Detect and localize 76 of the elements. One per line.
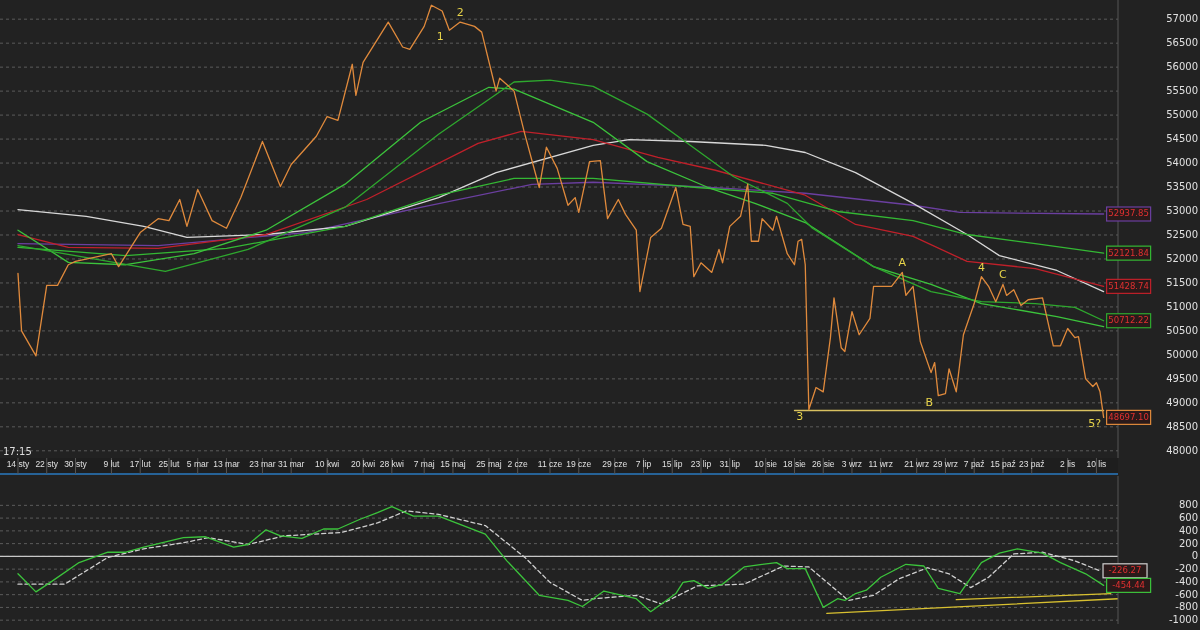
x-tick-label: 10 sie bbox=[754, 459, 778, 469]
x-tick-label: 23 lip bbox=[690, 459, 712, 469]
x-tick-label: 13 mar bbox=[213, 459, 240, 469]
x-tick-label: 15 paź bbox=[990, 459, 1016, 469]
data-label: -454.44 bbox=[1112, 579, 1146, 590]
x-tick-label: 23 paź bbox=[1018, 459, 1045, 469]
x-tick-label: 25 lut bbox=[158, 459, 180, 469]
annotation: C bbox=[999, 268, 1008, 282]
y-tick-label: 51500 bbox=[1166, 276, 1198, 288]
y-tick-label: 51000 bbox=[1166, 300, 1198, 312]
x-tick-label: 9 lut bbox=[103, 459, 121, 469]
y-tick-label: 200 bbox=[1178, 537, 1198, 549]
x-tick-label: 2 lis bbox=[1060, 459, 1076, 469]
y-tick-label: 400 bbox=[1178, 524, 1198, 536]
annotation: 2 bbox=[456, 6, 464, 20]
x-tick-label: 28 kwi bbox=[379, 459, 404, 469]
y-tick-label: 800 bbox=[1178, 499, 1198, 511]
annotation: 4 bbox=[977, 260, 985, 274]
y-tick-label: 53500 bbox=[1166, 181, 1198, 193]
x-tick-label: 15 lip bbox=[662, 459, 683, 469]
x-tick-label: 22 sty bbox=[35, 459, 59, 469]
x-tick-label: 11 cze bbox=[537, 459, 563, 469]
annotation: 3 bbox=[796, 409, 804, 423]
x-tick-label: 10 lis bbox=[1086, 459, 1107, 469]
annotation: 5? bbox=[1088, 417, 1102, 431]
y-tick-label: 49000 bbox=[1166, 396, 1198, 408]
annotation: 17:15 bbox=[3, 446, 32, 457]
x-tick-label: 19 cze bbox=[566, 459, 592, 469]
x-tick-label: 17 lut bbox=[129, 459, 152, 469]
data-label: -226.27 bbox=[1108, 565, 1142, 576]
y-tick-label: 52500 bbox=[1166, 228, 1198, 240]
y-tick-label: 0 bbox=[1191, 550, 1198, 562]
y-tick-label: 57000 bbox=[1166, 13, 1198, 25]
x-tick-label: 5 mar bbox=[186, 459, 209, 469]
x-tick-label: 29 wrz bbox=[932, 459, 958, 469]
x-tick-label: 15 maj bbox=[440, 459, 466, 469]
x-tick-label: 23 mar bbox=[249, 459, 276, 469]
y-tick-label: 53000 bbox=[1166, 205, 1198, 217]
y-tick-label: 48500 bbox=[1166, 420, 1198, 432]
annotation: 1 bbox=[436, 30, 444, 44]
x-tick-label: 26 sie bbox=[811, 459, 835, 469]
x-tick-label: 14 sty bbox=[6, 459, 31, 469]
x-tick-label: 25 maj bbox=[476, 459, 502, 469]
y-tick-label: 50000 bbox=[1166, 348, 1198, 360]
y-tick-label: -200 bbox=[1175, 563, 1198, 575]
y-tick-label: -1000 bbox=[1168, 614, 1198, 626]
x-tick-label: 7 paź bbox=[963, 459, 985, 469]
y-tick-label: 48000 bbox=[1166, 444, 1198, 456]
y-tick-label: 56500 bbox=[1166, 37, 1198, 49]
y-tick-label: 49500 bbox=[1166, 372, 1198, 384]
x-tick-label: 29 cze bbox=[602, 459, 628, 469]
y-tick-label: -400 bbox=[1175, 575, 1198, 587]
y-tick-label: 56000 bbox=[1166, 61, 1198, 73]
x-tick-label: 31 mar bbox=[277, 459, 305, 469]
x-tick-label: 3 wrz bbox=[841, 459, 863, 469]
x-tick-label: 30 sty bbox=[64, 459, 88, 469]
y-tick-label: 55500 bbox=[1166, 85, 1198, 97]
x-tick-label: 10 kwi bbox=[315, 459, 340, 469]
x-tick-label: 2 cze bbox=[507, 459, 529, 469]
y-tick-label: 54000 bbox=[1166, 157, 1198, 169]
x-tick-label: 31 lip bbox=[719, 459, 741, 469]
y-tick-label: 600 bbox=[1178, 512, 1198, 524]
annotation: B bbox=[925, 395, 934, 409]
y-tick-label: -800 bbox=[1175, 601, 1198, 613]
y-tick-label: -600 bbox=[1175, 588, 1198, 600]
x-tick-label: 20 kwi bbox=[351, 459, 376, 469]
y-tick-label: 52000 bbox=[1166, 252, 1198, 264]
x-tick-label: 7 lip bbox=[635, 459, 652, 469]
x-tick-label: 18 sie bbox=[783, 459, 807, 469]
y-tick-label: 55000 bbox=[1166, 109, 1198, 121]
x-tick-label: 21 wrz bbox=[904, 459, 930, 469]
y-tick-label: 54500 bbox=[1166, 133, 1198, 145]
annotation: A bbox=[898, 256, 907, 270]
y-tick-label: 50500 bbox=[1166, 324, 1198, 336]
x-tick-label: 7 maj bbox=[413, 459, 435, 469]
x-tick-label: 11 wrz bbox=[868, 459, 893, 469]
